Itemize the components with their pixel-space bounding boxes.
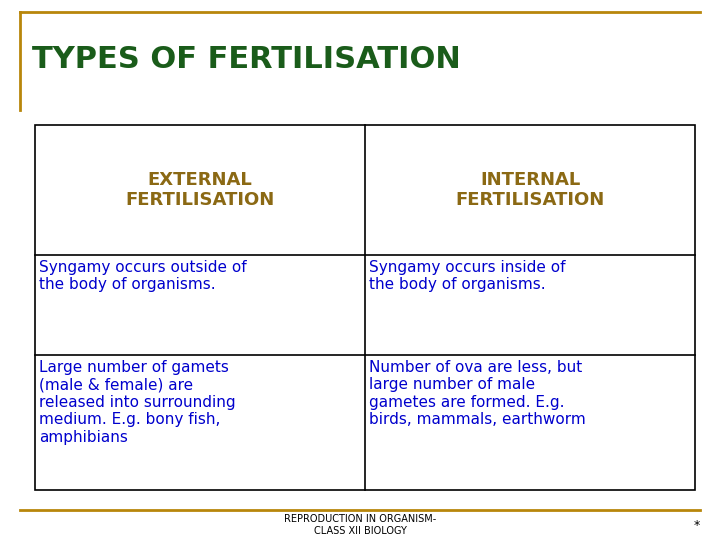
- Bar: [35, 125, 695, 490]
- Text: *: *: [694, 518, 700, 531]
- Text: Syngamy occurs inside of
the body of organisms.: Syngamy occurs inside of the body of org…: [369, 260, 565, 292]
- Text: REPRODUCTION IN ORGANISM-
CLASS XII BIOLOGY: REPRODUCTION IN ORGANISM- CLASS XII BIOL…: [284, 514, 436, 536]
- Text: Large number of gamets
(male & female) are
released into surrounding
medium. E.g: Large number of gamets (male & female) a…: [39, 360, 235, 444]
- Text: TYPES OF FERTILISATION: TYPES OF FERTILISATION: [32, 45, 461, 75]
- Text: Syngamy occurs outside of
the body of organisms.: Syngamy occurs outside of the body of or…: [39, 260, 247, 292]
- Text: Number of ova are less, but
large number of male
gametes are formed. E.g.
birds,: Number of ova are less, but large number…: [369, 360, 586, 427]
- Text: INTERNAL
FERTILISATION: INTERNAL FERTILISATION: [455, 171, 605, 210]
- Text: EXTERNAL
FERTILISATION: EXTERNAL FERTILISATION: [125, 171, 274, 210]
